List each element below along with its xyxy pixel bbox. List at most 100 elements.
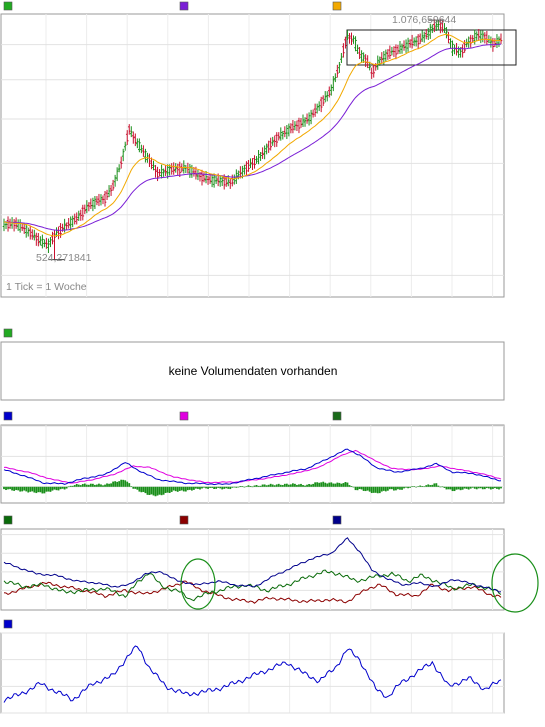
divergence-bar <box>380 486 383 492</box>
divergence-bar <box>180 486 183 491</box>
divergence-bar <box>154 486 157 497</box>
roc-marks <box>3 645 502 703</box>
divergence-bar <box>33 486 36 493</box>
legend-swatch <box>3 328 13 338</box>
divergence-bar <box>496 486 498 489</box>
divergence-bar <box>15 486 18 491</box>
divergence-bar <box>178 486 181 491</box>
divergence-bar <box>81 484 84 487</box>
divergence-bar <box>221 486 224 490</box>
divergence-bar <box>144 486 147 494</box>
divergence-bar <box>61 486 64 489</box>
divergence-bar <box>229 486 232 490</box>
divergence-bar <box>193 486 195 490</box>
legend-swatch <box>3 1 13 11</box>
divergence-bar <box>374 486 377 493</box>
divergence-bar <box>483 486 486 490</box>
divergence-bar <box>265 485 268 487</box>
divergence-bar <box>31 486 34 492</box>
divergence-bar <box>455 486 458 490</box>
divergence-bar <box>124 480 127 487</box>
divergence-bar <box>13 486 16 491</box>
divergence-bar <box>431 484 434 487</box>
divergence-bar <box>94 484 96 487</box>
divergence-bar <box>172 486 175 491</box>
divergence-bar <box>53 486 56 490</box>
divergence-bar <box>348 485 351 487</box>
dmi-grid <box>1 529 504 610</box>
divergence-bar <box>500 486 502 489</box>
divergence-bar <box>223 486 226 489</box>
min-price-annotation: 524,271841 <box>36 252 92 264</box>
divergence-bar <box>405 486 407 488</box>
divergence-bar <box>388 486 391 490</box>
divergence-bar <box>104 484 106 487</box>
divergence-bar <box>481 486 484 490</box>
divergence-bar <box>255 484 258 487</box>
divergence-bar <box>318 482 321 487</box>
divergence-bar <box>304 485 306 487</box>
divergence-bar <box>100 484 102 487</box>
divergence-bar <box>130 486 133 487</box>
divergence-bar <box>395 486 397 491</box>
divergence-bar <box>217 486 220 488</box>
roc-frame <box>0 632 505 714</box>
divergence-bar <box>397 486 399 490</box>
legend-swatch <box>179 1 189 11</box>
divergence-bar <box>55 486 58 491</box>
divergence-bar <box>312 483 315 487</box>
divergence-bar <box>195 486 197 489</box>
divergence-bar <box>485 486 488 489</box>
divergence-bar <box>87 484 90 487</box>
divergence-bar <box>267 484 270 487</box>
divergence-bar <box>378 486 381 494</box>
divergence-bar <box>372 486 375 493</box>
divergence-bar <box>182 486 185 492</box>
divergence-bar <box>69 485 72 487</box>
divergence-bar <box>128 483 131 487</box>
divergence-bar <box>211 486 213 488</box>
divergence-bar <box>273 485 276 487</box>
divergence-bar <box>120 479 123 487</box>
highlight-circle <box>491 553 539 613</box>
divergence-bar <box>29 486 32 492</box>
divergence-bar <box>475 486 478 490</box>
divergence-bar <box>7 486 9 490</box>
divergence-bar <box>334 483 337 487</box>
divergence-bar <box>79 485 82 487</box>
divergence-bar <box>148 486 151 496</box>
highlight-circle <box>180 558 216 610</box>
macd-panel <box>0 411 505 504</box>
divergence-bar <box>261 484 264 487</box>
divergence-bar <box>419 485 422 487</box>
dmi-panel <box>0 515 539 613</box>
divergence-bar <box>366 486 369 491</box>
divergence-bar <box>41 486 44 494</box>
divergence-bar <box>300 483 302 487</box>
divergence-bar <box>39 486 42 493</box>
dmi-legend <box>3 515 342 525</box>
price-frame <box>0 13 505 298</box>
divergence-bar <box>150 486 153 495</box>
divergence-bar <box>413 486 416 487</box>
divergence-bar <box>168 486 171 493</box>
divergence-bar <box>296 484 298 487</box>
divergence-bar <box>227 486 230 489</box>
divergence-bar <box>3 486 5 490</box>
divergence-bar <box>122 479 125 487</box>
divergence-bar <box>231 486 234 488</box>
divergence-bar <box>166 486 169 493</box>
divergence-bar <box>384 486 387 492</box>
divergence-bar <box>156 486 159 496</box>
divergence-bar <box>289 484 292 487</box>
divergence-bar <box>197 486 199 489</box>
divergence-bar <box>108 483 110 487</box>
divergence-bar <box>277 483 280 487</box>
divergence-bar <box>407 486 409 489</box>
divergence-bar <box>417 486 420 487</box>
divergence-bar <box>219 486 222 489</box>
legend-swatch <box>3 411 13 421</box>
divergence-bar <box>285 483 288 487</box>
divergence-bar <box>67 486 70 488</box>
